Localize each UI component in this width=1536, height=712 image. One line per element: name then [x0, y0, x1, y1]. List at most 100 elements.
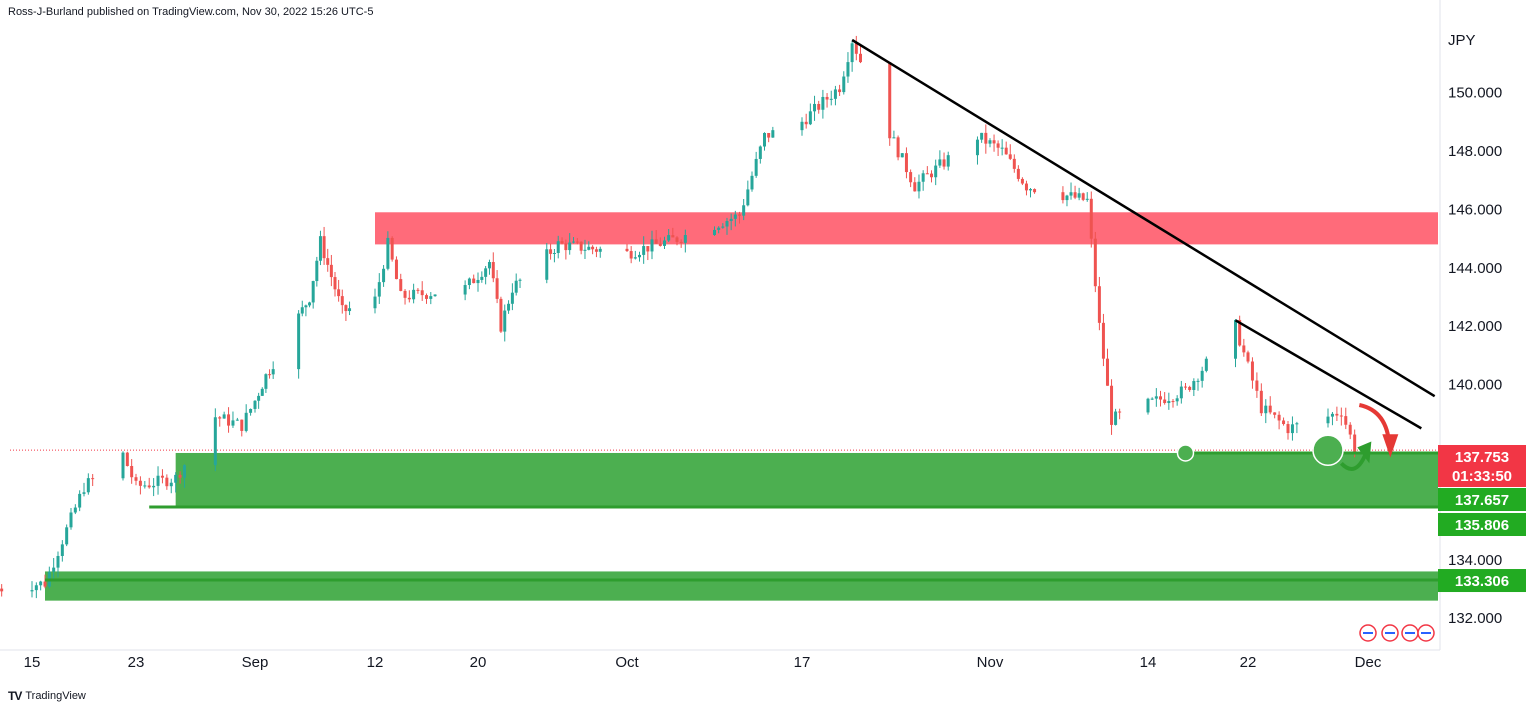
candle-body — [0, 588, 4, 592]
candle-body — [858, 53, 862, 63]
candle-body — [938, 159, 942, 166]
candle-body — [65, 527, 69, 545]
candle-body — [763, 132, 766, 147]
candle-body — [1184, 386, 1187, 388]
candle-body — [1277, 414, 1281, 421]
candle-body — [733, 214, 737, 219]
candle-body — [1167, 401, 1171, 404]
candle-body — [942, 159, 946, 167]
candle-body — [713, 229, 716, 236]
tradingview-footer[interactable]: TV TradingView — [8, 689, 86, 703]
candle-body — [650, 239, 654, 252]
candle-body — [572, 241, 576, 243]
candle-body — [174, 474, 178, 483]
candle-body — [52, 567, 56, 572]
lines-layer — [45, 38, 1438, 582]
candle-body — [160, 475, 164, 478]
candle-body — [800, 121, 804, 131]
candle-body — [467, 278, 471, 286]
price-badge-label: 137.657 — [1455, 492, 1509, 509]
candle-body — [412, 289, 416, 300]
candle-body — [425, 295, 428, 299]
price-badge-label: 135.806 — [1455, 517, 1509, 534]
candle-body — [165, 477, 169, 487]
candle-body — [804, 121, 808, 125]
candle-body — [671, 235, 675, 238]
x-tick-label: 20 — [470, 654, 487, 671]
candle-body — [311, 281, 315, 303]
candle-body — [633, 257, 637, 259]
price-badges: 137.753 01:33:50 137.657 135.806 133.306 — [1438, 445, 1526, 593]
candle-body — [420, 290, 424, 296]
tradingview-logo-icon: TV — [8, 689, 22, 703]
candle-body — [240, 419, 244, 431]
candle-body — [69, 512, 73, 528]
candle-body — [495, 278, 499, 299]
candle-body — [1339, 415, 1343, 417]
currency-label: JPY — [1448, 32, 1476, 49]
candle-body — [78, 493, 82, 508]
y-tick-label: 134.000 — [1448, 552, 1502, 569]
candle-body — [598, 248, 602, 252]
candle-body — [1159, 396, 1162, 400]
candle-body — [846, 62, 850, 77]
y-tick-label: 146.000 — [1448, 201, 1502, 218]
candle-body — [429, 296, 433, 299]
candle-body — [646, 246, 650, 252]
candle-body — [222, 414, 226, 419]
candle-body — [86, 478, 90, 493]
y-tick-label: 148.000 — [1448, 143, 1502, 160]
candle-body — [1105, 358, 1109, 386]
candle-body — [315, 260, 319, 282]
candle-body — [594, 249, 598, 252]
candle-body — [1330, 413, 1334, 417]
candle-body — [638, 254, 641, 258]
candle-body — [1085, 198, 1089, 200]
candle-body — [264, 374, 268, 389]
candle-body — [82, 492, 86, 494]
candle-body — [560, 241, 564, 244]
candle-body — [988, 140, 992, 144]
candle-body — [39, 581, 43, 586]
candle-body — [326, 258, 330, 265]
candle-body — [382, 268, 386, 283]
candle-body — [480, 276, 484, 280]
candle-body — [629, 251, 633, 259]
candle-body — [825, 96, 829, 100]
candle-body — [304, 305, 308, 308]
candle-body — [549, 249, 553, 254]
candle-body — [725, 221, 729, 227]
candle-body — [904, 153, 908, 173]
candle-body — [850, 43, 854, 63]
candle-body — [808, 111, 812, 125]
price-badge-137.753 — [1438, 445, 1526, 487]
candle-body — [1238, 319, 1242, 346]
x-tick-label: Oct — [615, 654, 639, 671]
support-zone-upper — [175, 452, 1439, 508]
candle-body — [1192, 381, 1196, 390]
candle-body — [729, 218, 733, 222]
candle-body — [738, 214, 741, 216]
candle-body — [854, 43, 858, 54]
candle-body — [984, 132, 988, 144]
candle-body — [121, 452, 125, 479]
bullish-arrowhead-icon — [1357, 441, 1372, 464]
candle-body — [1069, 192, 1073, 196]
candle-body — [587, 246, 591, 250]
candle-body — [1290, 424, 1294, 434]
candle-body — [1188, 386, 1192, 390]
x-tick-label: 12 — [367, 654, 384, 671]
candle-body — [568, 242, 572, 251]
candle-body — [750, 175, 754, 190]
candle-body — [503, 310, 507, 332]
candle-body — [1089, 198, 1093, 239]
price-axis: JPY 150.000 148.000 146.000 144.000 142.000 14… — [0, 0, 1502, 651]
candle-body — [975, 139, 979, 156]
candle-body — [1286, 424, 1290, 434]
candle-body — [817, 103, 821, 110]
candle-body — [1335, 413, 1339, 416]
candle-body — [130, 465, 134, 478]
candle-body — [156, 475, 160, 486]
support-zone-lower — [45, 571, 1438, 601]
